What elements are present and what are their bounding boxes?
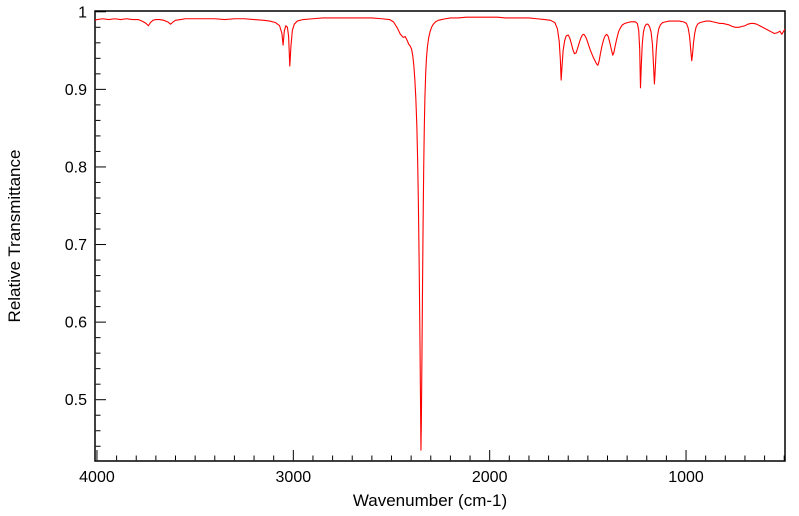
x-tick-label: 1000: [668, 469, 704, 486]
y-tick-label: 0.7: [65, 237, 87, 254]
x-tick-label: 2000: [472, 469, 508, 486]
y-tick-label: 0.6: [65, 315, 87, 332]
y-axis-label: Relative Transmittance: [5, 150, 24, 323]
y-tick-label: 0.9: [65, 82, 87, 99]
y-tick-label: 0.8: [65, 159, 87, 176]
tick-labels: 4000 3000 2000 1000 1 0.9 0.8 0.7 0.6 0.5: [65, 4, 704, 486]
spectrum-line: [94, 16, 786, 451]
axes-ticks: [95, 11, 785, 461]
y-tick-label: 1: [78, 4, 87, 21]
y-tick-label: 0.5: [65, 392, 87, 409]
x-tick-label: 4000: [79, 469, 115, 486]
spectrum-curve: [94, 16, 786, 451]
x-axis-label: Wavenumber (cm-1): [353, 491, 507, 510]
x-tick-label: 3000: [276, 469, 312, 486]
axes-box: [94, 10, 786, 462]
